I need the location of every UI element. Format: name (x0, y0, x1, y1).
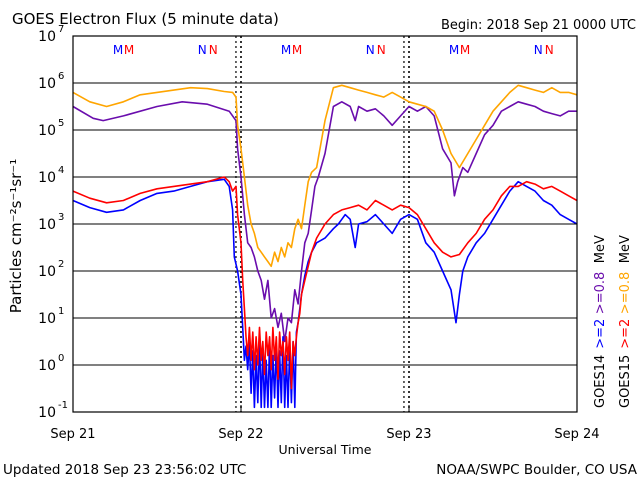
y-tick-label: 10 (38, 76, 56, 92)
x-axis-label: Universal Time (279, 442, 372, 457)
grid-lines (73, 82, 577, 366)
y-tick-exponent: 1 (58, 306, 64, 317)
x-tick-label: Sep 23 (386, 427, 431, 442)
footer-updated: Updated 2018 Sep 23 23:56:02 UTC (3, 462, 246, 478)
y-tick-label: 10 (38, 170, 56, 186)
y-tick-label: 10 (38, 217, 56, 233)
series-line-g14_08 (72, 101, 577, 343)
y-tick-exponent: 5 (58, 118, 64, 129)
x-tick-labels: Sep 21 Sep 22 Sep 23 Sep 24 (50, 405, 600, 442)
y-tick-exponent: 6 (58, 71, 64, 82)
marker-label: M (292, 43, 302, 57)
marker-label: N (377, 43, 386, 57)
legend-entry: >=0.8 (593, 272, 608, 314)
footer-credit: NOAA/SWPC Boulder, CO USA (436, 462, 638, 478)
y-tick-label: 10 (38, 123, 56, 139)
legend-entry: >=0.8 (618, 272, 633, 314)
y-axis-label: Particles cm⁻²s⁻¹sr⁻¹ (7, 159, 25, 313)
legend-entry: MeV (593, 235, 608, 263)
y-tick-exponent: 2 (58, 259, 64, 270)
marker-label: M (460, 43, 470, 57)
x-tick-label: Sep 22 (218, 427, 263, 442)
series-lines (72, 84, 578, 409)
x-tick-label: Sep 21 (50, 427, 95, 442)
marker-label: N (198, 43, 207, 57)
y-tick-exponent: 4 (58, 165, 64, 176)
marker-label: N (545, 43, 554, 57)
legend-entry: GOES14 (593, 355, 608, 408)
marker-label: N (534, 43, 543, 57)
marker-label: M (449, 43, 459, 57)
y-tick-label: 10 (38, 29, 56, 45)
y-tick-label: 10 (38, 358, 56, 374)
series-line-g15_08 (72, 84, 578, 268)
y-tick-exponent: 7 (58, 24, 64, 35)
marker-label: M (281, 43, 291, 57)
chart-title: GOES Electron Flux (5 minute data) (12, 10, 279, 28)
legend-entry: >=2 (618, 319, 633, 349)
marker-label: M (113, 43, 123, 57)
y-tick-exponent: 3 (58, 212, 64, 223)
series-line-g14_2 (72, 178, 578, 409)
legend-entry: MeV (618, 235, 633, 263)
y-tick-exponent: 0 (58, 353, 64, 364)
marker-label: N (366, 43, 375, 57)
x-tick-label: Sep 24 (554, 427, 599, 442)
legend-entry: >=2 (593, 319, 608, 349)
series-line-g15_2 (72, 176, 578, 390)
y-tick-label: 10 (38, 311, 56, 327)
y-tick-label: 10 (38, 264, 56, 280)
legend: GOES14 >=2 >=0.8 MeV GOES15 >=2 >=0.8 MeV (593, 235, 633, 408)
begin-label: Begin: 2018 Sep 21 0000 UTC (441, 18, 636, 33)
y-tick-label: 10 (38, 405, 56, 421)
marker-label: N (209, 43, 218, 57)
y-tick-exponent: -1 (58, 400, 68, 411)
marker-label: M (124, 43, 134, 57)
legend-entry: GOES15 (618, 355, 633, 408)
